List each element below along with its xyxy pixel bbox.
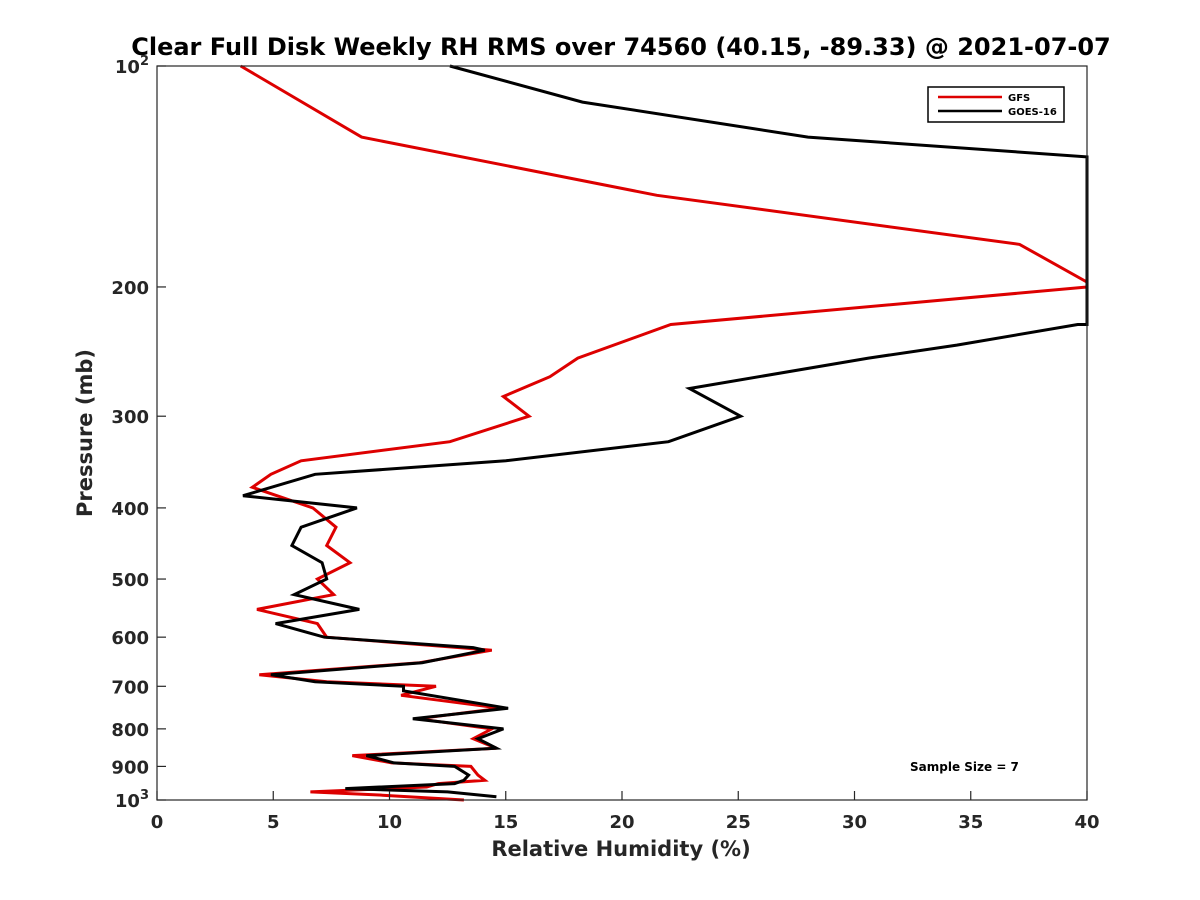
y-tick-label: 600 [111, 628, 149, 649]
y-tick-label: 300 [111, 407, 149, 428]
chart-title: Clear Full Disk Weekly RH RMS over 74560… [131, 33, 1111, 61]
x-tick-label: 5 [267, 812, 280, 833]
legend-box [927, 86, 1065, 123]
x-tick-label: 30 [842, 812, 867, 833]
legend-label-gfs: GFS [1008, 93, 1030, 104]
legend: GFS GOES-16 [927, 86, 1065, 123]
x-tick-label: 35 [958, 812, 983, 833]
x-tick-label: 25 [726, 812, 751, 833]
sample-size-annotation: Sample Size = 7 [910, 760, 1019, 774]
ticks: 0 5 10 15 20 25 30 35 40 102 200 300 400 500 600 700 800… [111, 54, 1099, 833]
series-layer [239, 64, 1089, 802]
x-tick-label: 40 [1074, 812, 1099, 833]
y-tick-label: 102 [115, 54, 149, 78]
y-tick-label: 800 [111, 720, 149, 741]
y-tick-label: 500 [111, 570, 149, 591]
y-tick-label: 103 [115, 788, 149, 812]
y-tick-label: 400 [111, 499, 149, 520]
x-axis-label: Relative Humidity (%) [491, 837, 750, 861]
x-tick-label: 0 [151, 812, 164, 833]
series-line-goes16 [242, 64, 1089, 799]
x-tick-label: 15 [493, 812, 518, 833]
y-tick-label: 200 [111, 278, 149, 299]
y-tick-label: 700 [111, 677, 149, 698]
legend-label-goes16: GOES-16 [1008, 107, 1057, 118]
x-tick-label: 10 [377, 812, 402, 833]
x-tick-label: 20 [609, 812, 634, 833]
y-tick-label: 900 [111, 757, 149, 778]
y-axis-label: Pressure (mb) [73, 349, 97, 517]
